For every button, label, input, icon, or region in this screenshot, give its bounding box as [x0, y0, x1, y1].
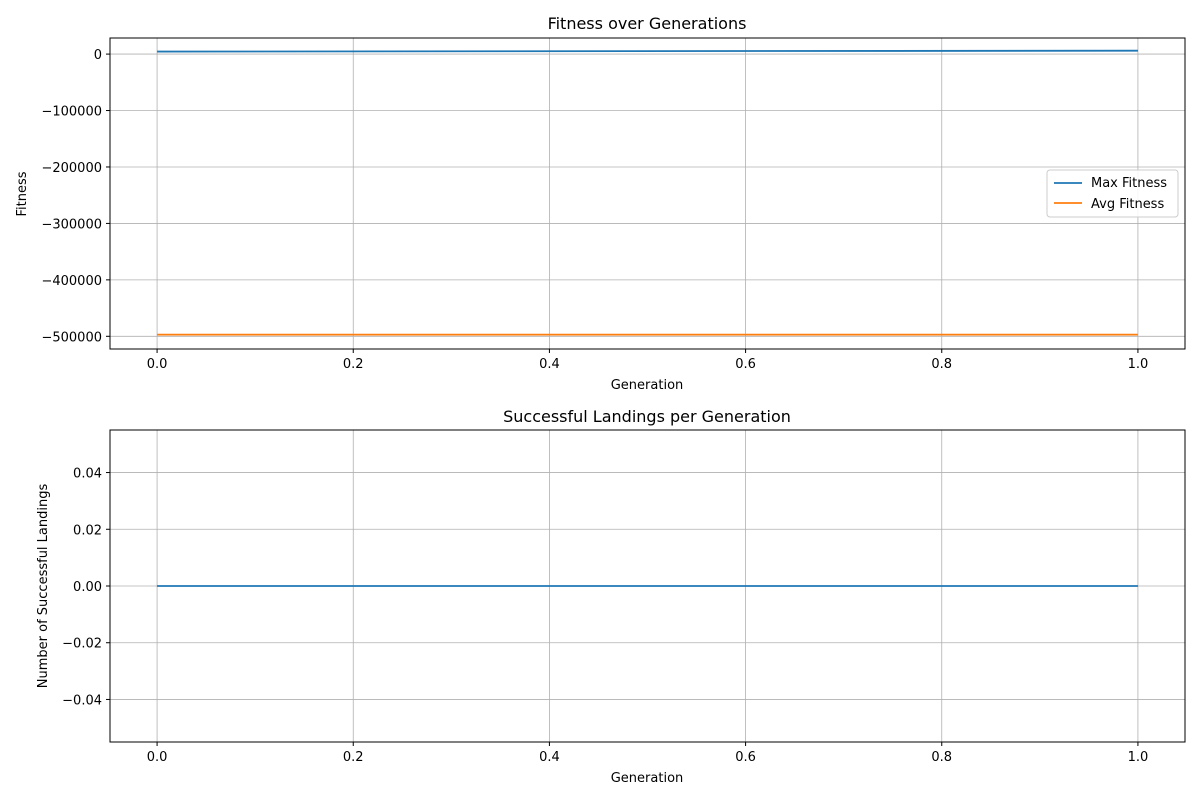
x-tick-label: 1.0 — [1128, 357, 1149, 372]
y-tick-label: −200000 — [41, 161, 102, 176]
axis-ticks: 0.0 0.2 0.4 0.6 0.8 1.0 0 −100000 −200000 −300000… — [41, 48, 1148, 372]
x-tick-label: 0.8 — [931, 750, 952, 765]
legend-label-avg-fitness: Avg Fitness — [1091, 197, 1164, 212]
chart-title: Successful Landings per Generation — [503, 407, 791, 426]
series-layer — [157, 49, 1138, 336]
legend-box — [1046, 169, 1179, 218]
y-axis-label: Number of Successful Landings — [36, 484, 51, 689]
axis-ticks: 0.0 0.2 0.4 0.6 0.8 1.0 0.04 0.02 0.00 −0.02 −0.04 — [62, 467, 1148, 765]
x-axis-label: Generation — [611, 771, 684, 786]
x-tick-label: 0.0 — [147, 750, 168, 765]
x-tick-label: 0.6 — [735, 357, 756, 372]
x-tick-label: 0.4 — [539, 357, 560, 372]
x-tick-label: 0.0 — [147, 357, 168, 372]
series-line-max-fitness — [157, 49, 1138, 53]
x-tick-label: 0.6 — [735, 750, 756, 765]
x-axis-label: Generation — [611, 378, 684, 393]
x-tick-label: 0.2 — [343, 750, 364, 765]
y-tick-label: −400000 — [41, 274, 102, 289]
x-tick-label: 0.2 — [343, 357, 364, 372]
y-tick-label: −100000 — [41, 105, 102, 120]
y-tick-label: −500000 — [41, 330, 102, 345]
y-tick-label: 0 — [94, 48, 102, 63]
y-tick-label: −300000 — [41, 217, 102, 232]
y-tick-label: −0.04 — [62, 693, 102, 708]
y-tick-label: 0.00 — [73, 580, 102, 595]
y-axis-label: Fitness — [15, 171, 30, 216]
chart-title: Fitness over Generations — [548, 14, 747, 33]
grid-lines — [110, 38, 1185, 349]
x-tick-label: 0.8 — [931, 357, 952, 372]
y-tick-label: −0.02 — [62, 637, 102, 652]
y-tick-label: 0.04 — [73, 467, 102, 482]
legend-label-max-fitness: Max Fitness — [1091, 176, 1167, 191]
legend: Max Fitness Avg Fitness — [1046, 169, 1179, 218]
plot-frame — [109, 37, 1186, 350]
x-tick-label: 0.4 — [539, 750, 560, 765]
x-tick-label: 1.0 — [1128, 750, 1149, 765]
landings-chart: Successful Landings per Generation 0.0 0.… — [36, 407, 1186, 786]
fitness-chart: Fitness over Generations 0.0 0.2 0.4 0.6 0.8… — [15, 14, 1186, 393]
y-tick-label: 0.02 — [73, 523, 102, 538]
